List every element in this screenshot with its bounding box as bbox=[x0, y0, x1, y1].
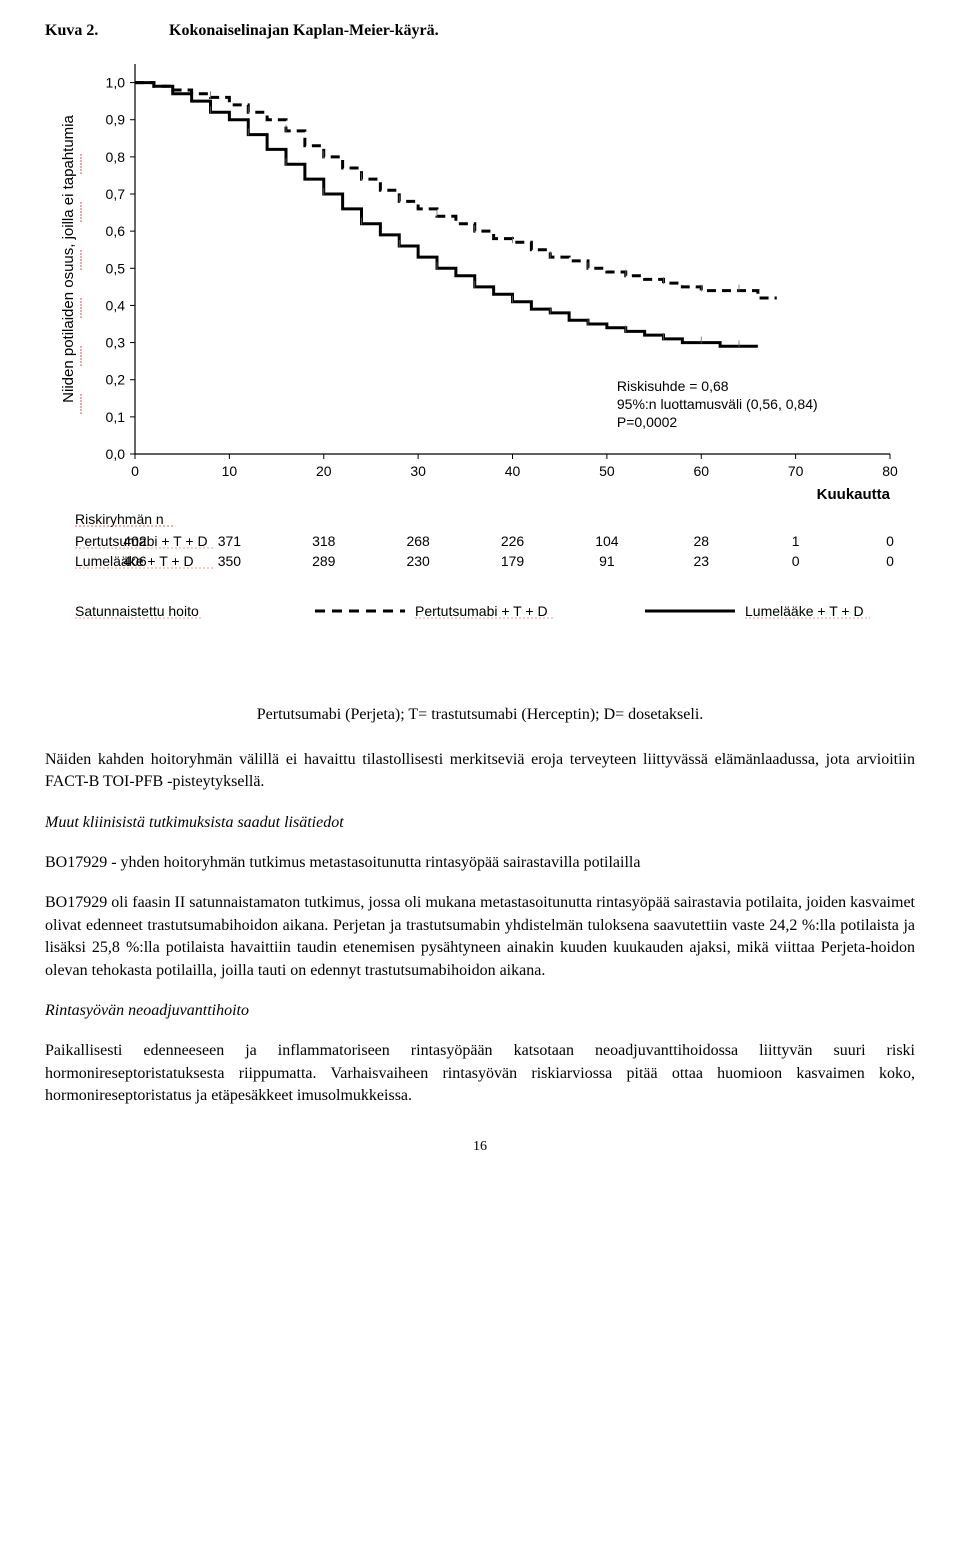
svg-text:10: 10 bbox=[222, 463, 238, 479]
figure-heading: Kuva 2. Kokonaiselinajan Kaplan-Meier-kä… bbox=[45, 20, 915, 42]
svg-text:28: 28 bbox=[693, 533, 709, 549]
paragraph-6: Paikallisesti edenneeseen ja inflammator… bbox=[45, 1040, 915, 1107]
svg-text:0,8: 0,8 bbox=[106, 149, 126, 165]
svg-text:0,3: 0,3 bbox=[106, 335, 126, 351]
svg-text:20: 20 bbox=[316, 463, 332, 479]
svg-text:0: 0 bbox=[886, 553, 894, 569]
svg-text:0,5: 0,5 bbox=[106, 261, 126, 277]
svg-text:318: 318 bbox=[312, 533, 336, 549]
svg-text:50: 50 bbox=[599, 463, 615, 479]
section-heading-2: Rintasyövän neoadjuvanttihoito bbox=[45, 1000, 915, 1022]
svg-text:95%:n luottamusväli (0,56, 0,8: 95%:n luottamusväli (0,56, 0,84) bbox=[617, 396, 818, 412]
svg-text:226: 226 bbox=[501, 533, 525, 549]
svg-text:0,2: 0,2 bbox=[106, 372, 126, 388]
svg-text:350: 350 bbox=[218, 553, 242, 569]
svg-text:0: 0 bbox=[792, 553, 800, 569]
svg-text:0: 0 bbox=[886, 533, 894, 549]
svg-text:1,0: 1,0 bbox=[106, 75, 126, 91]
svg-text:1: 1 bbox=[792, 533, 800, 549]
svg-text:Niiden potilaiden osuus, joill: Niiden potilaiden osuus, joilla ei tapah… bbox=[60, 115, 77, 403]
paragraph-3: BO17929 - yhden hoitoryhmän tutkimus met… bbox=[45, 852, 915, 874]
svg-text:268: 268 bbox=[406, 533, 430, 549]
km-chart-svg: 0,00,10,20,30,40,50,60,70,80,91,00102030… bbox=[45, 54, 915, 694]
figure-number: Kuva 2. bbox=[45, 20, 165, 42]
svg-text:Satunnaistettu hoito: Satunnaistettu hoito bbox=[75, 603, 199, 619]
svg-text:0,4: 0,4 bbox=[106, 298, 126, 314]
svg-text:Pertutsumabi + T + D: Pertutsumabi + T + D bbox=[415, 603, 548, 619]
svg-text:Lumelääke + T + D: Lumelääke + T + D bbox=[745, 603, 864, 619]
svg-text:0,6: 0,6 bbox=[106, 224, 126, 240]
svg-text:P=0,0002: P=0,0002 bbox=[617, 414, 678, 430]
svg-text:0,7: 0,7 bbox=[106, 186, 126, 202]
svg-text:60: 60 bbox=[693, 463, 709, 479]
svg-text:30: 30 bbox=[410, 463, 426, 479]
svg-text:Riskiryhmän n: Riskiryhmän n bbox=[75, 511, 164, 527]
paragraph-1: Näiden kahden hoitoryhmän välillä ei hav… bbox=[45, 749, 915, 794]
svg-text:0,9: 0,9 bbox=[106, 112, 126, 128]
page-number: 16 bbox=[45, 1137, 915, 1157]
svg-text:289: 289 bbox=[312, 553, 336, 569]
svg-text:0,1: 0,1 bbox=[106, 409, 126, 425]
svg-text:91: 91 bbox=[599, 553, 615, 569]
svg-text:402: 402 bbox=[123, 533, 147, 549]
svg-text:179: 179 bbox=[501, 553, 525, 569]
paragraph-4: BO17929 oli faasin II satunnaistamaton t… bbox=[45, 892, 915, 982]
svg-text:0: 0 bbox=[131, 463, 139, 479]
svg-text:0,0: 0,0 bbox=[106, 446, 126, 462]
svg-text:104: 104 bbox=[595, 533, 619, 549]
svg-text:371: 371 bbox=[218, 533, 242, 549]
svg-text:230: 230 bbox=[406, 553, 430, 569]
svg-text:70: 70 bbox=[788, 463, 804, 479]
svg-text:Riskisuhde = 0,68: Riskisuhde = 0,68 bbox=[617, 378, 729, 394]
svg-text:80: 80 bbox=[882, 463, 898, 479]
section-heading-1: Muut kliinisistä tutkimuksista saadut li… bbox=[45, 812, 915, 834]
km-chart-container: 0,00,10,20,30,40,50,60,70,80,91,00102030… bbox=[45, 54, 915, 694]
svg-text:23: 23 bbox=[693, 553, 709, 569]
svg-text:406: 406 bbox=[123, 553, 147, 569]
figure-title: Kokonaiselinajan Kaplan-Meier-käyrä. bbox=[169, 22, 439, 39]
svg-text:Kuukautta: Kuukautta bbox=[817, 486, 891, 503]
svg-text:40: 40 bbox=[505, 463, 521, 479]
figure-caption: Pertutsumabi (Perjeta); T= trastutsumabi… bbox=[45, 704, 915, 726]
